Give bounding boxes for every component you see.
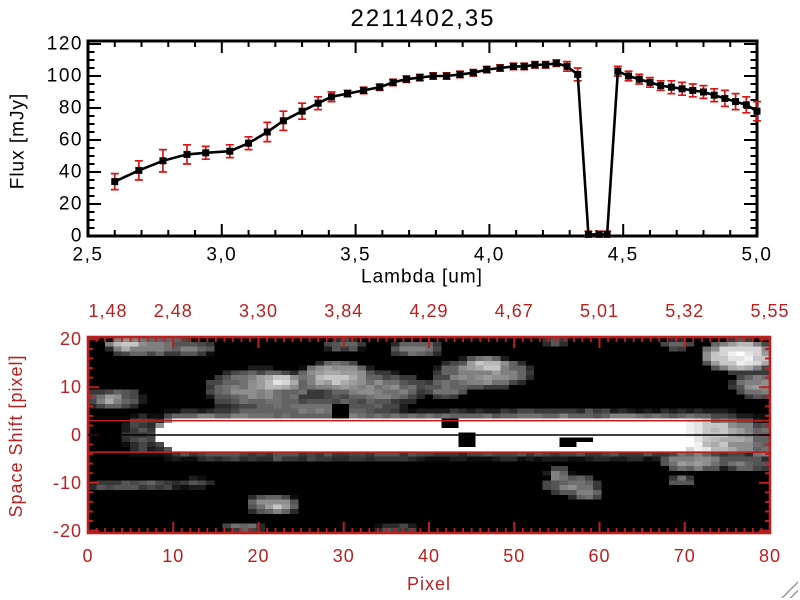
flux-tick-label: 40 xyxy=(58,161,83,183)
space-shift-tick-label: 10 xyxy=(59,377,82,398)
wavelength-tick-label: 5,32 xyxy=(665,301,705,321)
pixel-tick-label: 40 xyxy=(417,546,441,566)
wavelength-tick-label: 2,48 xyxy=(153,301,193,321)
pixel-tick-label: 70 xyxy=(673,546,696,566)
pixel-axis-label: Pixel xyxy=(406,574,452,594)
flux-tick-label: 60 xyxy=(58,129,83,151)
wavelength-tick-label: 3,30 xyxy=(238,301,279,321)
lambda-axis-label: Lambda [um] xyxy=(361,266,483,288)
wavelength-tick-label: 3,84 xyxy=(324,301,364,321)
space-shift-tick-label: -10 xyxy=(52,472,82,493)
lambda-tick-label: 5,0 xyxy=(741,244,773,266)
pixel-tick-label: 60 xyxy=(588,546,611,566)
flux-tick-label: 100 xyxy=(46,65,83,87)
plot-title: 2211402,35 xyxy=(350,5,496,32)
flux-axis-label: Flux [mJy] xyxy=(7,92,29,190)
lambda-tick-label: 2,5 xyxy=(72,244,104,266)
flux-tick-label: 20 xyxy=(58,193,83,215)
space-shift-axis-label: Space Shift [pixel] xyxy=(6,354,26,518)
lambda-tick-label: 3,0 xyxy=(206,244,238,266)
lambda-tick-label: 3,5 xyxy=(340,244,372,266)
pixel-tick-label: 30 xyxy=(332,546,355,566)
wavelength-tick-label: 1,48 xyxy=(88,301,128,321)
wavelength-tick-label: 5,01 xyxy=(579,301,620,321)
space-shift-tick-label: -20 xyxy=(52,520,82,541)
wavelength-tick-label: 5,55 xyxy=(750,301,790,321)
pixel-tick-label: 20 xyxy=(247,546,270,566)
flux-tick-label: 0 xyxy=(70,225,83,247)
wavelength-tick-label: 4,67 xyxy=(494,301,534,321)
pixel-tick-label: 80 xyxy=(758,546,782,566)
pixel-tick-label: 0 xyxy=(82,546,94,566)
flux-tick-label: 120 xyxy=(46,33,83,55)
pixel-tick-label: 10 xyxy=(162,546,185,566)
wavelength-tick-label: 4,29 xyxy=(409,301,449,321)
pixel-tick-label: 50 xyxy=(503,546,526,566)
space-shift-tick-label: 0 xyxy=(70,425,82,445)
lambda-tick-label: 4,5 xyxy=(607,244,639,266)
space-shift-tick-label: 20 xyxy=(59,329,82,350)
lambda-tick-label: 4,0 xyxy=(473,244,505,266)
flux-tick-label: 80 xyxy=(58,97,83,119)
